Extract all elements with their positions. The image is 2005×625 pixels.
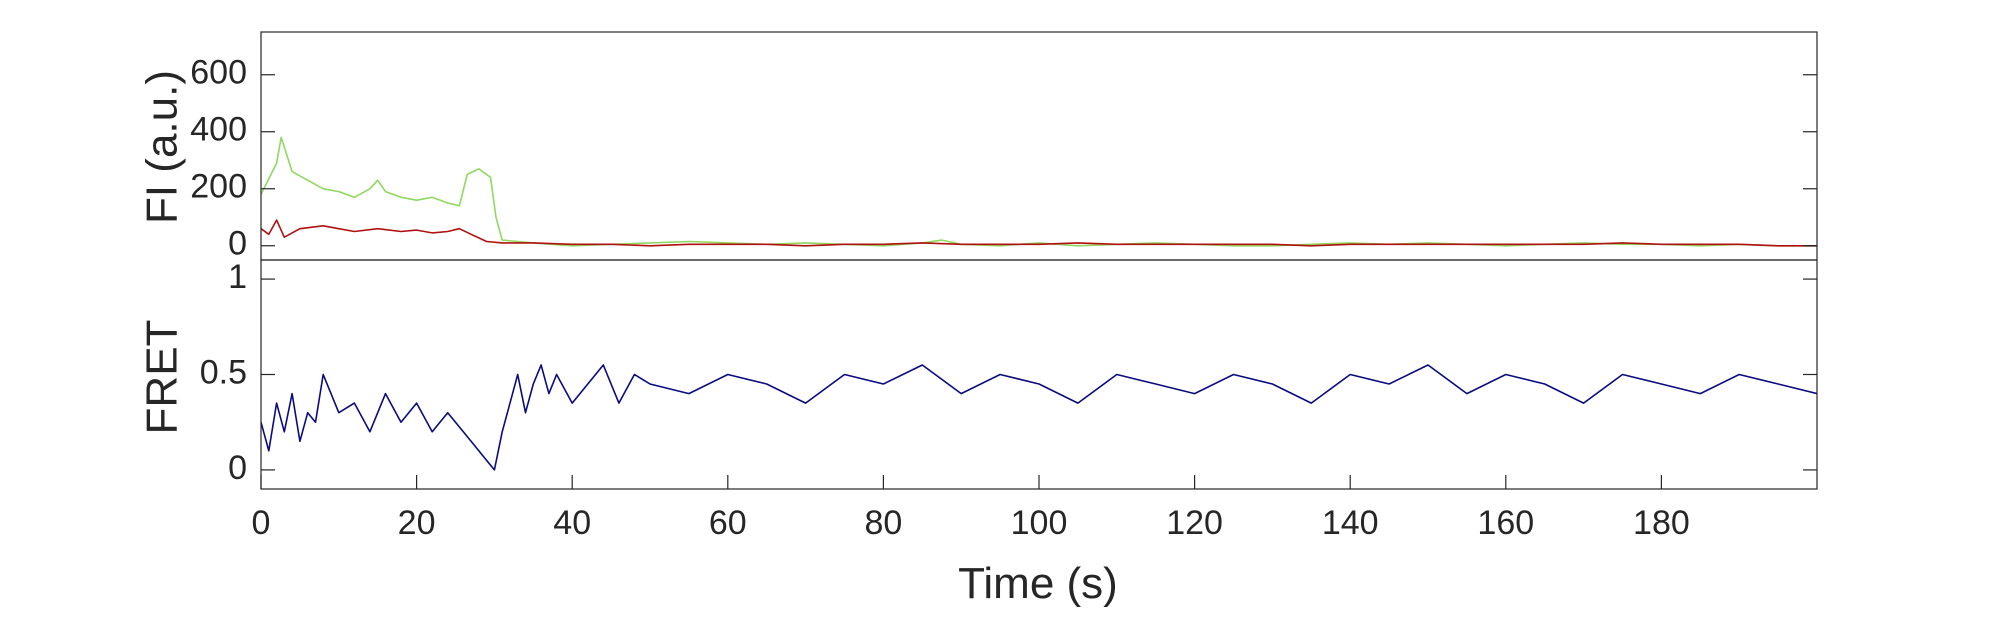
fret-traces — [261, 364, 1817, 471]
fret-x-tick-label: 180 — [1633, 504, 1690, 542]
fluorescence-plot-frame — [260, 31, 1818, 261]
fret-x-tick-label: 80 — [864, 504, 902, 542]
fret-y-axis-title: FRET — [138, 320, 187, 435]
fret-x-tick-label: 60 — [709, 504, 747, 542]
fluorescence-panel: 0 200 400 600 FI (a.u.) — [138, 31, 1818, 263]
fret-y-tick-label: 1 — [228, 258, 247, 296]
x-axis-title: Time (s) — [958, 559, 1118, 608]
fluorescence-traces — [261, 136, 1817, 247]
fret-series-0-line — [261, 364, 1817, 471]
fret-x-tick-label: 140 — [1322, 504, 1379, 542]
fret-x-tick-label: 100 — [1011, 504, 1068, 542]
fret-y-tick-label: 0 — [228, 449, 247, 487]
fret-x-tick-label: 0 — [252, 504, 271, 542]
fluorescence-y-tick-label: 400 — [190, 111, 247, 149]
fluorescence-y-tick-label: 200 — [190, 168, 247, 206]
fluorescence-series-1-line — [261, 219, 1817, 247]
fluorescence-y-axis-title: FI (a.u.) — [138, 70, 187, 224]
fret-x-tick-label: 20 — [398, 504, 436, 542]
fret-panel: 0 0.5 1 0 20 40 60 80 100 120 140 160 180 FRET — [138, 258, 1818, 542]
fluorescence-y-tick-label: 600 — [190, 54, 247, 92]
fluorescence-y-tick-label: 0 — [228, 225, 247, 263]
fluorescence-axes: 0 200 400 600 — [190, 31, 1818, 263]
fluorescence-series-0-line — [261, 136, 1817, 247]
fret-x-tick-label: 120 — [1166, 504, 1223, 542]
fret-x-tick-label: 40 — [553, 504, 591, 542]
fret-axes: 0 0.5 1 0 20 40 60 80 100 120 140 160 180 — [200, 258, 1818, 542]
fret-y-tick-label: 0.5 — [200, 353, 247, 391]
fret-plot-frame — [260, 259, 1818, 490]
fret-x-tick-label: 160 — [1477, 504, 1534, 542]
